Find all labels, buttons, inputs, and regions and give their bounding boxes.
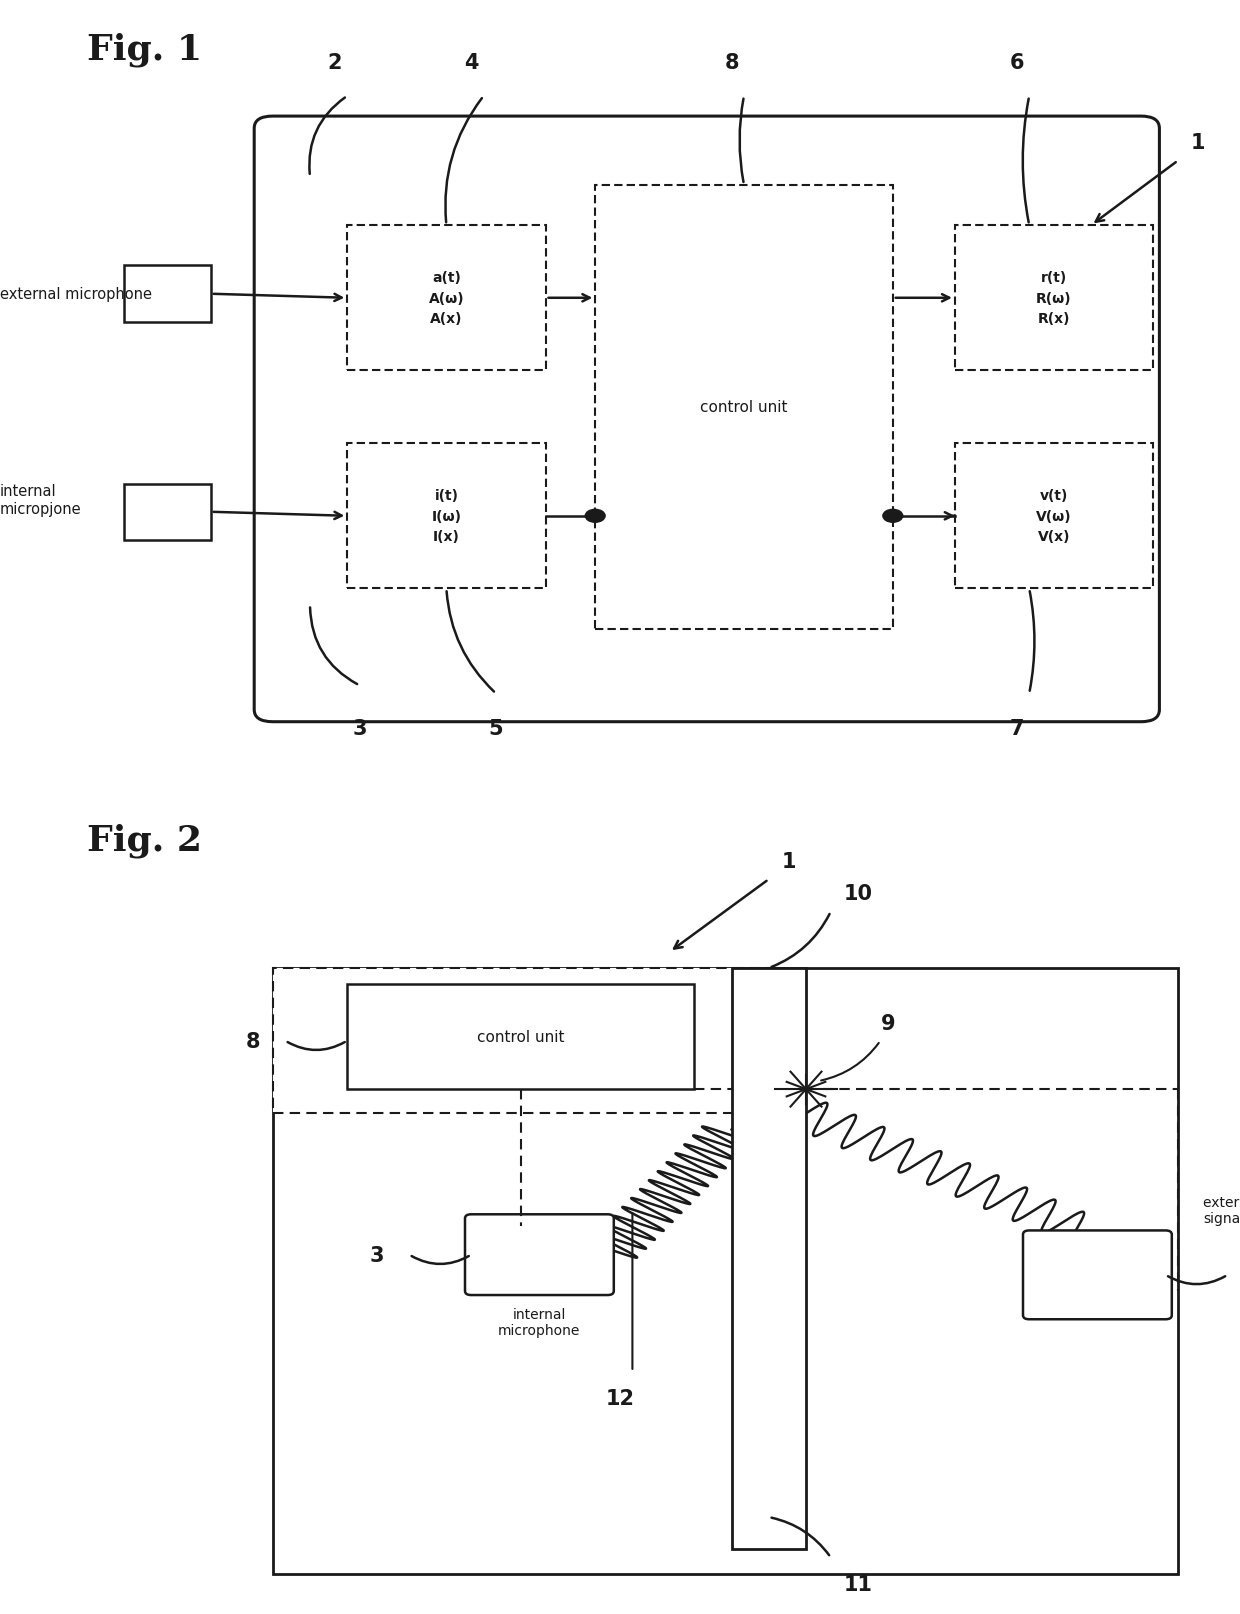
Text: external microphone
signal: external microphone signal [1203,1196,1240,1225]
Text: i(t)
I(ω)
I(x): i(t) I(ω) I(x) [432,489,461,544]
Text: external microphone: external microphone [0,287,153,302]
Bar [124,484,211,541]
Bar [273,968,1178,1574]
Text: control unit: control unit [701,400,787,415]
Bar [347,444,546,589]
Bar [955,226,1153,371]
Text: 3: 3 [352,718,367,738]
Text: 8: 8 [724,53,739,73]
Text: 2: 2 [327,53,342,73]
Circle shape [883,510,903,523]
Text: v(t)
V(ω)
V(x): v(t) V(ω) V(x) [1037,489,1071,544]
Text: 4: 4 [464,53,479,73]
Text: 8: 8 [246,1031,260,1051]
FancyBboxPatch shape [254,118,1159,723]
Text: control unit: control unit [477,1030,564,1044]
Bar [347,226,546,371]
Text: Fig. 1: Fig. 1 [87,32,202,66]
Text: internal
micropjone: internal micropjone [0,484,82,516]
FancyBboxPatch shape [465,1214,614,1294]
Text: 10: 10 [843,884,872,904]
Text: 1: 1 [1190,134,1205,153]
Bar [955,444,1153,589]
Text: 7: 7 [1009,718,1024,738]
Bar [347,985,694,1089]
Text: internal
microphone: internal microphone [498,1307,580,1338]
Text: 12: 12 [605,1388,635,1407]
Text: 6: 6 [1009,53,1024,73]
Bar [124,266,211,323]
Text: 9: 9 [880,1014,895,1033]
Text: 5: 5 [489,718,503,738]
Text: a(t)
A(ω)
A(x): a(t) A(ω) A(x) [429,271,464,326]
Bar [595,186,893,629]
Text: 3: 3 [370,1244,384,1265]
Bar [732,968,806,1549]
Bar [273,968,769,1114]
Text: Fig. 2: Fig. 2 [87,823,202,857]
Circle shape [585,510,605,523]
Text: 11: 11 [843,1574,872,1593]
Text: r(t)
R(ω)
R(x): r(t) R(ω) R(x) [1037,271,1071,326]
Text: 1: 1 [781,852,796,872]
FancyBboxPatch shape [1023,1230,1172,1320]
